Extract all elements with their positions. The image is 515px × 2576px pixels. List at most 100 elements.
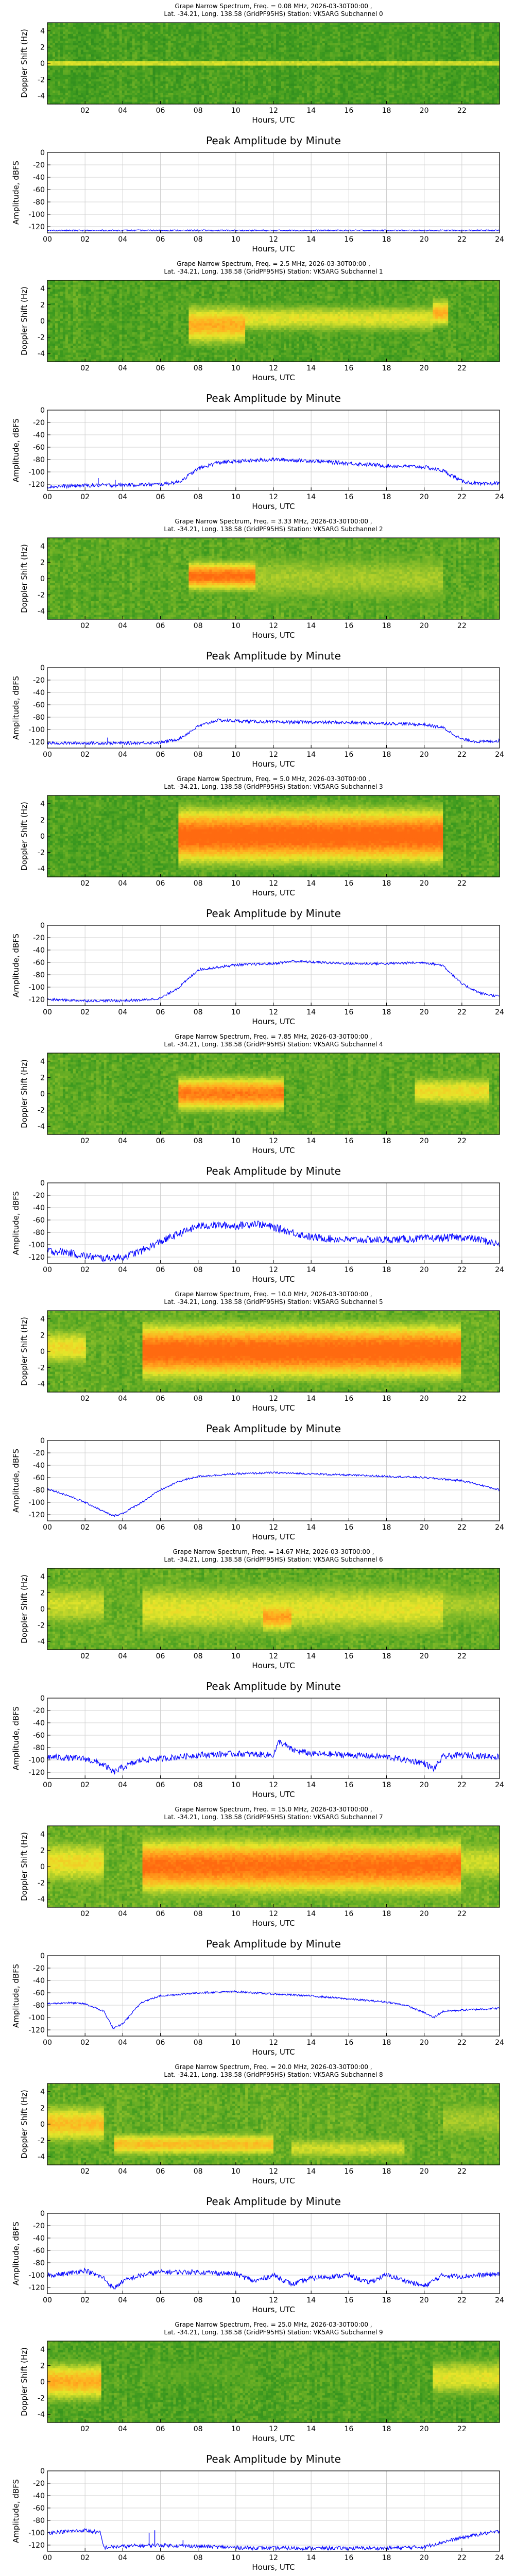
spectrogram-cell: [107, 50, 110, 53]
spectrogram-cell: [304, 95, 307, 97]
spectrogram-cell: [107, 23, 110, 25]
spectrogram-cell: [91, 23, 94, 25]
spectrogram-cell: [358, 99, 362, 102]
spectrogram-cell: [91, 36, 94, 39]
spectrogram-cell: [186, 97, 189, 100]
spectrogram-cell: [173, 91, 176, 93]
spectrogram-cell: [168, 57, 171, 59]
spectrogram-cell: [119, 39, 123, 41]
spectrogram-cell: [240, 59, 243, 61]
spectrogram-cell: [76, 23, 79, 25]
spectrogram-cell: [186, 27, 189, 30]
spectrogram-cell: [289, 91, 292, 93]
spectrogram-cell: [130, 63, 133, 66]
spectrogram-cell: [225, 29, 228, 32]
spectrogram-cell: [243, 65, 246, 68]
spectrogram-cell: [125, 70, 128, 73]
spectrogram-cell: [165, 39, 168, 41]
spectrogram-cell: [343, 97, 346, 100]
spectrogram-cell: [268, 41, 271, 43]
spectrogram-cell: [325, 59, 328, 61]
spectrogram-cell: [358, 34, 362, 37]
spectrogram-cell: [194, 65, 197, 68]
spectrogram-cell: [55, 68, 58, 71]
spectrogram-cell: [96, 45, 99, 48]
spectrogram-cell: [99, 43, 102, 46]
spectrogram-cell: [58, 52, 61, 55]
spectrogram-cell: [328, 79, 331, 82]
spectrogram-cell: [65, 93, 68, 95]
spectrogram-cell: [379, 70, 382, 73]
spectrogram-cell: [104, 47, 107, 50]
spectrogram-cell: [348, 75, 351, 77]
spectrogram-cell: [186, 79, 189, 82]
spectrogram-cell: [227, 65, 230, 68]
spectrogram-cell: [245, 50, 248, 53]
spectrogram-cell: [60, 61, 63, 64]
spectrogram-cell: [68, 73, 71, 75]
spectrogram-cell: [135, 23, 138, 25]
spectrogram-cell: [104, 84, 107, 87]
spectrogram-cell: [158, 70, 161, 73]
spectrogram-cell: [374, 95, 377, 97]
spectrogram-cell: [122, 41, 125, 43]
spectrogram-cell: [343, 91, 346, 93]
spectrogram-cell: [374, 65, 377, 68]
spectrogram-cell: [91, 73, 94, 75]
spectrogram-cell: [315, 70, 318, 73]
spectrogram-cell: [173, 25, 176, 27]
spectrogram-cell: [47, 86, 50, 89]
spectrogram-cell: [328, 97, 331, 100]
spectrogram-cell: [204, 97, 207, 100]
spectrogram-cell: [230, 27, 233, 30]
spectrogram-cell: [263, 99, 266, 102]
spectrogram-cell: [212, 86, 215, 89]
spectrogram-cell: [291, 77, 295, 79]
spectrogram-cell: [330, 57, 333, 59]
spectrogram-cell: [145, 57, 148, 59]
spectrogram-cell: [188, 59, 192, 61]
spectrogram-cell: [170, 68, 174, 71]
spectrogram-cell: [191, 86, 194, 89]
spectrogram-cell: [50, 68, 53, 71]
spectrogram-cell: [68, 63, 71, 66]
spectrogram-cell: [276, 81, 279, 84]
spectrogram-cell: [320, 79, 323, 82]
spectrogram-cell: [361, 73, 364, 75]
spectrogram-cell: [135, 41, 138, 43]
spectrogram-cell: [225, 63, 228, 66]
spectrogram-cell: [165, 43, 168, 46]
spectrogram-cell: [356, 57, 359, 59]
spectrogram-cell: [346, 93, 349, 95]
spectrogram-cell: [170, 97, 174, 100]
spectrogram-cell: [376, 88, 380, 91]
spectrogram-cell: [165, 93, 168, 95]
spectrogram-cell: [245, 52, 248, 55]
spectrogram-cell: [366, 88, 369, 91]
spectrogram-cell: [358, 57, 362, 59]
spectrogram-cell: [307, 61, 310, 64]
spectrogram-cell: [255, 39, 259, 41]
spectrogram-cell: [304, 50, 307, 53]
spectrogram-cell: [94, 57, 97, 59]
spectrogram-cell: [222, 59, 225, 61]
spectrogram-cell: [214, 41, 217, 43]
spectrogram-cell: [320, 43, 323, 46]
spectrogram-cell: [268, 79, 271, 82]
spectrogram-cell: [387, 97, 390, 100]
spectrogram-cell: [50, 52, 53, 55]
spectrogram-cell: [58, 32, 61, 35]
spectrogram-cell: [158, 77, 161, 79]
spectrogram-cell: [340, 29, 344, 32]
spectrogram-cell: [397, 70, 400, 73]
spectrogram-cell: [294, 32, 297, 35]
spectrogram-cell: [266, 54, 269, 57]
spectrogram-cell: [307, 81, 310, 84]
spectrogram-cell: [330, 54, 333, 57]
spectrogram-cell: [271, 81, 274, 84]
spectrogram-cell: [161, 29, 164, 32]
spectrogram-cell: [219, 88, 222, 91]
spectrogram-cell: [245, 65, 248, 68]
spectrogram-cell: [104, 27, 107, 30]
spectrogram-cell: [237, 27, 241, 30]
